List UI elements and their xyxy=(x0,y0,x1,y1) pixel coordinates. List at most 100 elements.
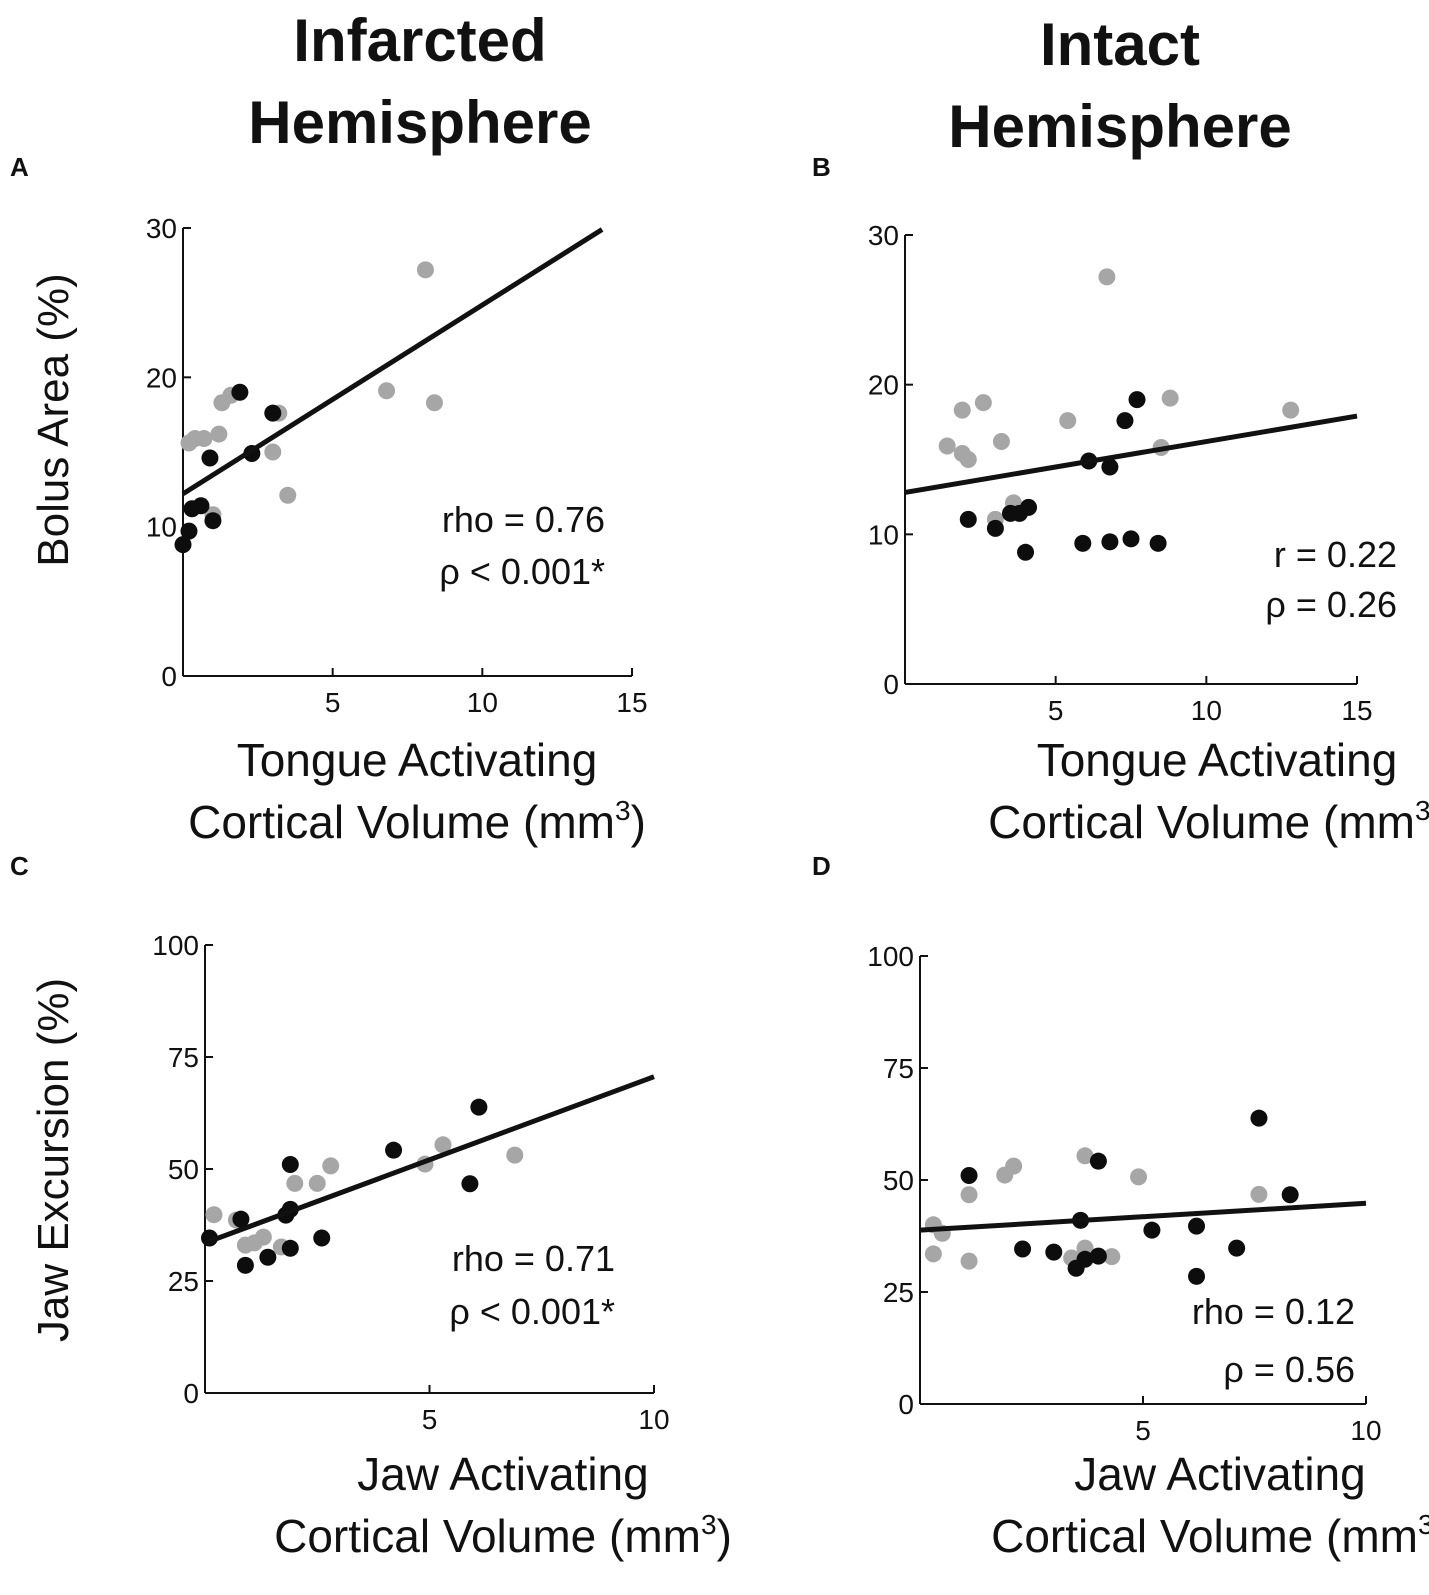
panel-c-trend-line xyxy=(204,1074,655,1246)
panel-b-point-gray xyxy=(959,451,977,468)
panel-d-point-black xyxy=(1250,1109,1268,1127)
panel-d-ytick-label: 0 xyxy=(898,1389,914,1420)
panel-a-point-black xyxy=(192,497,210,515)
panel-d-point-gray xyxy=(960,1252,978,1270)
panel-c-point-gray xyxy=(322,1157,340,1175)
panel-b-xlabel-line1: Tongue Activating xyxy=(1037,734,1398,786)
panel-a-point-gray xyxy=(264,443,282,461)
panel-c-point-gray xyxy=(506,1146,524,1164)
panel-b-point-black xyxy=(1149,534,1167,552)
panel-c-stat-pvalue: ρ < 0.001* xyxy=(449,1291,615,1332)
panel-a-ytick-label: 0 xyxy=(161,661,177,692)
panel-d-point-black xyxy=(1076,1250,1094,1268)
panel-c-point-black xyxy=(236,1256,254,1274)
panel-a-xlabel-line2: Cortical Volume (mm3) xyxy=(188,795,646,848)
panel-label-a: A xyxy=(10,152,29,182)
panel-b-xtick-label: 15 xyxy=(1341,695,1372,726)
panel-d-point-black xyxy=(1089,1152,1107,1170)
panel-d-point-black xyxy=(1045,1243,1063,1261)
panel-b-point-gray xyxy=(1282,401,1300,419)
panel-d-xtick-label: 5 xyxy=(1135,1415,1151,1446)
panel-d-point-black xyxy=(1188,1217,1206,1235)
panel-b-xtick-label: 10 xyxy=(1191,695,1222,726)
panel-c-point-black xyxy=(313,1229,331,1247)
panel-a-point-black xyxy=(204,512,222,530)
panel-b-point-black xyxy=(1017,543,1035,561)
panel-a-xtick-label: 15 xyxy=(616,687,647,718)
panel-c-ytick-label: 50 xyxy=(168,1154,199,1185)
panel-c-stat-coefficient: rho = 0.71 xyxy=(452,1238,615,1279)
panel-b-point-black xyxy=(1101,458,1119,476)
panel-c-xtick-label: 10 xyxy=(638,1404,669,1435)
panel-d-point-gray xyxy=(1250,1185,1268,1203)
panel-a-point-gray xyxy=(195,430,213,448)
panel-b-ytick-label: 10 xyxy=(868,519,899,550)
panel-label-d: D xyxy=(812,851,831,881)
panel-a-stat-pvalue: ρ < 0.001* xyxy=(439,551,605,592)
panel-c-xlabel-line1: Jaw Activating xyxy=(357,1448,648,1500)
panel-a-point-black xyxy=(231,383,249,401)
panel-b-point-gray xyxy=(992,433,1010,451)
panel-d-xlabel-line1: Jaw Activating xyxy=(1074,1448,1365,1500)
panel-c-xlabel-line2: Cortical Volume (mm3) xyxy=(274,1509,732,1562)
panel-a-point-black xyxy=(180,522,198,540)
panel-b-ytick-label: 30 xyxy=(868,220,899,251)
panel-b-point-gray xyxy=(938,437,956,455)
panel-d-point-black xyxy=(1014,1240,1032,1258)
panel-b-point-black xyxy=(1116,412,1134,430)
panel-label-c: C xyxy=(10,851,29,881)
panel-d-xlabel-line2: Cortical Volume (mm3) xyxy=(991,1509,1429,1562)
panel-b-point-black xyxy=(1074,534,1092,552)
panel-d-stat-coefficient: rho = 0.12 xyxy=(1192,1291,1355,1332)
panel-d-xtick-label: 10 xyxy=(1350,1415,1381,1446)
panel-c-point-black xyxy=(281,1156,299,1174)
panel-c-point-black xyxy=(232,1210,250,1228)
panel-d-point-gray xyxy=(1005,1157,1023,1175)
panel-a-trend-line xyxy=(181,227,604,496)
panel-b-point-black xyxy=(959,510,977,528)
panel-c-point-gray xyxy=(205,1206,223,1224)
panel-d-ytick-label: 75 xyxy=(883,1053,914,1084)
panel-c-point-gray xyxy=(308,1174,326,1192)
panel-b-xtick-label: 5 xyxy=(1048,695,1064,726)
panel-b-stat-pvalue: ρ = 0.26 xyxy=(1265,584,1397,625)
panel-d-ytick-label: 50 xyxy=(883,1165,914,1196)
panel-d-point-black xyxy=(1143,1221,1161,1239)
panel-c-point-gray xyxy=(254,1228,272,1246)
panel-b-point-gray xyxy=(953,401,971,419)
panel-a-point-gray xyxy=(416,261,434,279)
panel-d-point-gray xyxy=(1130,1168,1148,1186)
panel-a-point-black xyxy=(174,536,192,554)
panel-a-ytick-label: 30 xyxy=(146,213,177,244)
panel-c-ylabel: Jaw Excursion (%) xyxy=(29,978,78,1342)
panel-c-ytick-label: 0 xyxy=(183,1378,199,1409)
panel-a-point-gray xyxy=(378,382,396,400)
panel-a-point-gray xyxy=(425,394,443,412)
panel-d-point-black xyxy=(1089,1247,1107,1265)
panel-d-point-black xyxy=(960,1167,978,1185)
panel-c-point-black xyxy=(259,1248,277,1266)
panel-b-stat-coefficient: r = 0.22 xyxy=(1274,534,1397,575)
column-title-infarcted: Infarcted Hemisphere xyxy=(248,7,592,156)
panel-b-point-black xyxy=(1020,498,1038,516)
panel-c-ytick-label: 75 xyxy=(168,1042,199,1073)
panel-c-point-gray xyxy=(286,1174,304,1192)
panel-b-point-black xyxy=(986,519,1004,537)
panel-b-point-black xyxy=(1122,530,1140,548)
panel-d-point-black xyxy=(1281,1186,1299,1204)
panel-d-ytick-label: 25 xyxy=(883,1277,914,1308)
panel-d-stat-pvalue: ρ = 0.56 xyxy=(1223,1349,1355,1390)
panel-c-xtick-label: 5 xyxy=(422,1404,438,1435)
panel-b-ytick-label: 20 xyxy=(868,370,899,401)
panel-label-b: B xyxy=(812,152,831,182)
panel-d-point-black xyxy=(1188,1267,1206,1285)
panel-a-ylabel: Bolus Area (%) xyxy=(29,273,78,566)
panel-c-point-black xyxy=(461,1175,479,1193)
panel-b-point-gray xyxy=(1098,268,1116,286)
panel-a-xtick-label: 10 xyxy=(467,687,498,718)
panel-a-xlabel-line1: Tongue Activating xyxy=(237,734,598,786)
panel-a-point-gray xyxy=(210,425,228,443)
panel-d-point-black xyxy=(1228,1239,1246,1257)
panel-d-ytick-label: 100 xyxy=(867,941,914,972)
panel-b-point-black xyxy=(1128,391,1146,409)
